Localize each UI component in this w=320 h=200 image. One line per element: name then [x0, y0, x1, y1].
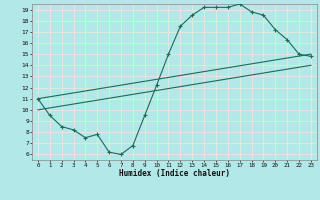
- X-axis label: Humidex (Indice chaleur): Humidex (Indice chaleur): [119, 169, 230, 178]
